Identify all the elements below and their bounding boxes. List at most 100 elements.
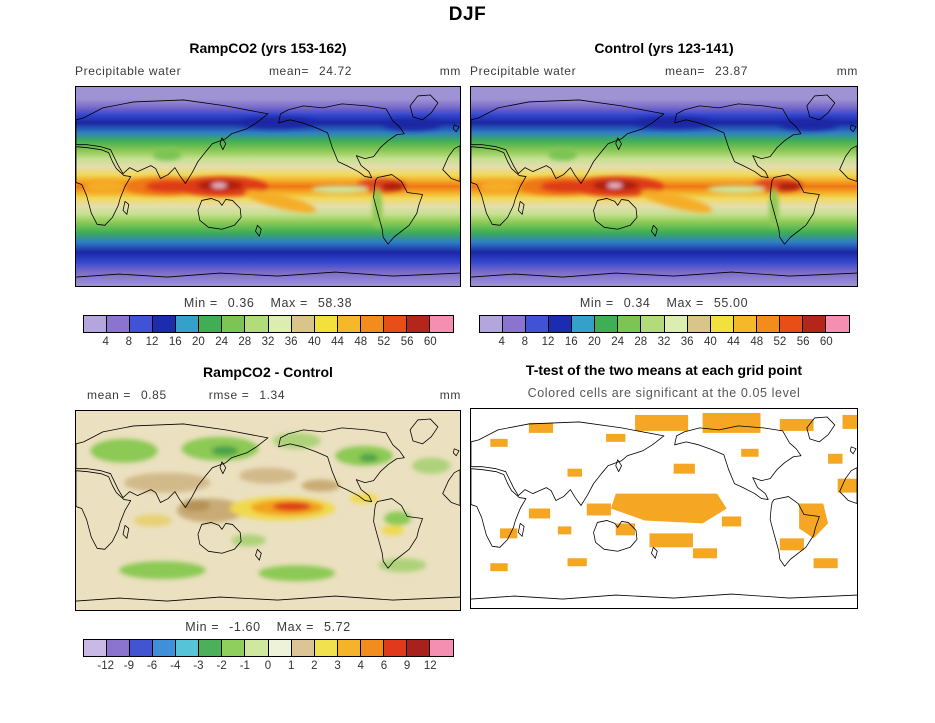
colorbar-segment: [687, 316, 711, 332]
colorbar-tick-label: 60: [423, 336, 437, 348]
colorbar-segment: [129, 640, 153, 656]
min-value: 0.34: [623, 296, 651, 310]
min-label: Min =: [185, 620, 220, 634]
map-rampco2: [75, 86, 461, 287]
colorbar-segment: [337, 640, 361, 656]
max-value: 55.00: [713, 296, 749, 310]
colorbar-segment: [595, 316, 619, 332]
colorbar-segments: [82, 639, 454, 657]
colorbar-ticks: -12 -9 -6 -4 -3 -2 -1 0 1 2 3 4 6 9 12: [83, 660, 454, 675]
mean-stat: mean= 24.72: [269, 64, 352, 78]
panel-title-rampco2: RampCO2 (yrs 153-162): [189, 40, 347, 56]
colorbar-tick-label: 20: [192, 336, 205, 348]
colorbar-segment: [199, 640, 223, 656]
colorbar-tick-label: -6: [146, 660, 158, 672]
colorbar-tick-label: 36: [284, 336, 298, 348]
colorbar-segment: [407, 316, 431, 332]
map-ttest: [470, 408, 858, 609]
minmax-stats: Min = 0.34 Max = 55.00: [470, 296, 858, 311]
colorbar-segment: [826, 316, 849, 332]
colorbar-tick-label: 48: [354, 336, 368, 348]
colorbar-tick-label: 60: [819, 336, 833, 348]
colorbar-tick-label: 16: [168, 336, 182, 348]
colorbar-segment: [83, 316, 107, 332]
mean-stat: mean = 0.85: [87, 388, 167, 402]
colorbar-ticks: 4 8 12 16 20 24 28 32 36 40 44 48 52 56 60: [479, 336, 850, 351]
colorbar-absolute: 4 8 12 16 20 24 28 32 36 40 44 48 52 56 60: [82, 315, 454, 351]
colorbar-segment: [733, 316, 757, 332]
colorbar-tick-label: 4: [498, 336, 505, 348]
rmse-stat: rmse = 1.34: [209, 388, 285, 402]
colorbar-segment: [199, 316, 223, 332]
colorbar-segment: [710, 316, 734, 332]
colorbar-tick-label: 36: [680, 336, 694, 348]
colorbar-tick-label: 20: [588, 336, 601, 348]
colorbar-tick-label: 28: [634, 336, 648, 348]
min-value: 0.36: [227, 296, 255, 310]
colorbar-segment: [222, 316, 246, 332]
min-label: Min =: [579, 296, 614, 310]
mean-label: mean =: [87, 388, 131, 402]
field-label: Precipitable water: [75, 64, 182, 78]
colorbar-absolute: 4 8 12 16 20 24 28 32 36 40 44 48 52 56 60: [478, 315, 850, 351]
colorbar-segment: [407, 640, 431, 656]
mean-value: 23.87: [714, 64, 749, 78]
mean-label: mean=: [268, 64, 309, 78]
colorbar-segment: [384, 316, 408, 332]
colorbar-tick-label: 40: [703, 336, 717, 348]
colorbar-segment: [641, 316, 665, 332]
colorbar-tick-label: 24: [215, 336, 229, 348]
unit-label: mm: [836, 64, 858, 78]
colorbar-tick-label: 28: [238, 336, 252, 348]
colorbar-segment: [291, 640, 315, 656]
significant-cells: [490, 412, 857, 572]
colorbar-segment: [268, 316, 292, 332]
colorbar-segment: [245, 316, 269, 332]
colorbar-tick-label: 12: [145, 336, 159, 348]
colorbar-tick-label: 48: [750, 336, 764, 348]
colorbar-segment: [757, 316, 781, 332]
colorbar-segment: [337, 316, 361, 332]
colorbar-segment: [664, 316, 688, 332]
min-value: -1.60: [229, 620, 261, 634]
colorbar-segment: [430, 640, 453, 656]
colorbar-segment: [106, 640, 130, 656]
rmse-label: rmse =: [208, 388, 250, 402]
colorbar-tick-label: 32: [657, 336, 671, 348]
colorbar-tick-label: -12: [97, 660, 114, 672]
colorbar-tick-label: 9: [403, 660, 411, 672]
min-label: Min =: [183, 296, 218, 310]
colorbar-tick-label: -2: [216, 660, 227, 672]
colorbar-tick-label: 56: [400, 336, 414, 348]
colorbar-segment: [245, 640, 269, 656]
colorbar-segments: [82, 315, 454, 333]
figure-title: DJF: [448, 4, 487, 25]
colorbar-segment: [384, 640, 408, 656]
colorbar-tick-label: 16: [564, 336, 578, 348]
field-row: Precipitable water mean= 23.87 mm: [470, 64, 858, 80]
panel-title-control: Control (yrs 123-141): [594, 40, 734, 56]
map-difference: [75, 410, 461, 611]
colorbar-segment: [83, 640, 107, 656]
colorbar-segment: [268, 640, 292, 656]
colorbar-tick-label: 12: [423, 660, 437, 672]
max-label: Max =: [276, 620, 315, 634]
colorbar-tick-label: 4: [102, 336, 109, 348]
unit-label: mm: [439, 64, 461, 78]
panel-ttest: T-test of the two means at each grid poi…: [470, 362, 858, 609]
colorbar-tick-label: 44: [331, 336, 344, 348]
minmax-stats: Min = -1.60 Max = 5.72: [75, 620, 461, 635]
field-row: Precipitable water mean= 24.72 mm: [75, 64, 461, 80]
mean-value: 0.85: [140, 388, 167, 402]
colorbar-tick-label: -9: [123, 660, 134, 672]
colorbar-segment: [291, 316, 315, 332]
colorbar-tick-label: 2: [311, 660, 318, 672]
colorbar-segment: [361, 640, 385, 656]
colorbar-segment: [106, 316, 130, 332]
max-label: Max =: [270, 296, 308, 310]
mean-label: mean=: [664, 64, 705, 78]
colorbar-segment: [314, 640, 338, 656]
colorbar-segment: [176, 316, 200, 332]
panel-title-difference: RampCO2 - Control: [203, 364, 333, 380]
mean-value: 24.72: [318, 64, 353, 78]
